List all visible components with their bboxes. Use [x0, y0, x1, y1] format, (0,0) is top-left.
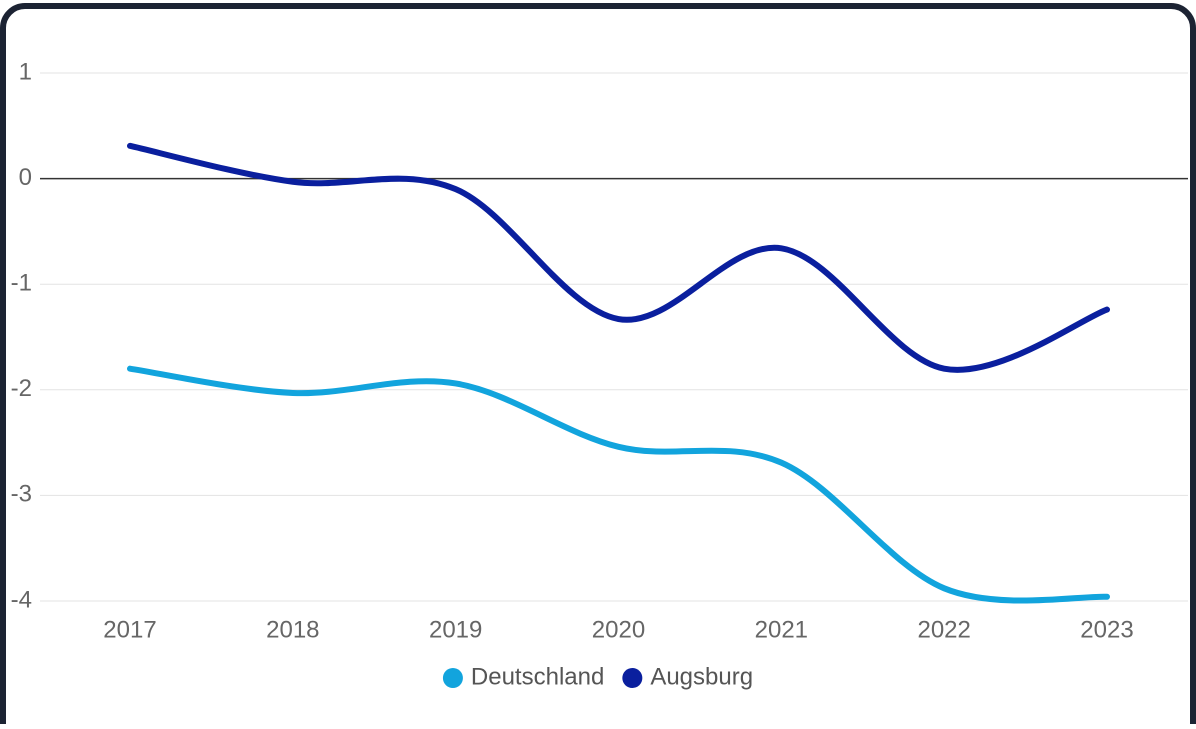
legend-label: Augsburg — [650, 663, 753, 690]
x-tick-label: 2017 — [103, 616, 156, 643]
x-tick-label: 2018 — [266, 616, 319, 643]
legend-label: Deutschland — [471, 663, 604, 690]
y-tick-label: -4 — [11, 586, 32, 613]
legend-marker — [442, 668, 463, 688]
y-tick-label: -1 — [11, 270, 32, 297]
y-tick-label: -3 — [11, 481, 32, 508]
frame — [0, 3, 1196, 729]
x-tick-label: 2019 — [429, 616, 482, 643]
line — [127, 142, 1110, 373]
x-tick-label: 2022 — [917, 616, 970, 643]
x-tick-label: 2023 — [1080, 616, 1133, 643]
y-tick-label: 0 — [19, 164, 32, 191]
line — [127, 365, 1110, 604]
y-tick-label: 1 — [19, 58, 32, 85]
legend-marker — [622, 668, 643, 688]
y-tick-label: -2 — [11, 375, 32, 402]
x-tick-label: 2021 — [755, 616, 808, 643]
x-tick-label: 2020 — [592, 616, 645, 643]
